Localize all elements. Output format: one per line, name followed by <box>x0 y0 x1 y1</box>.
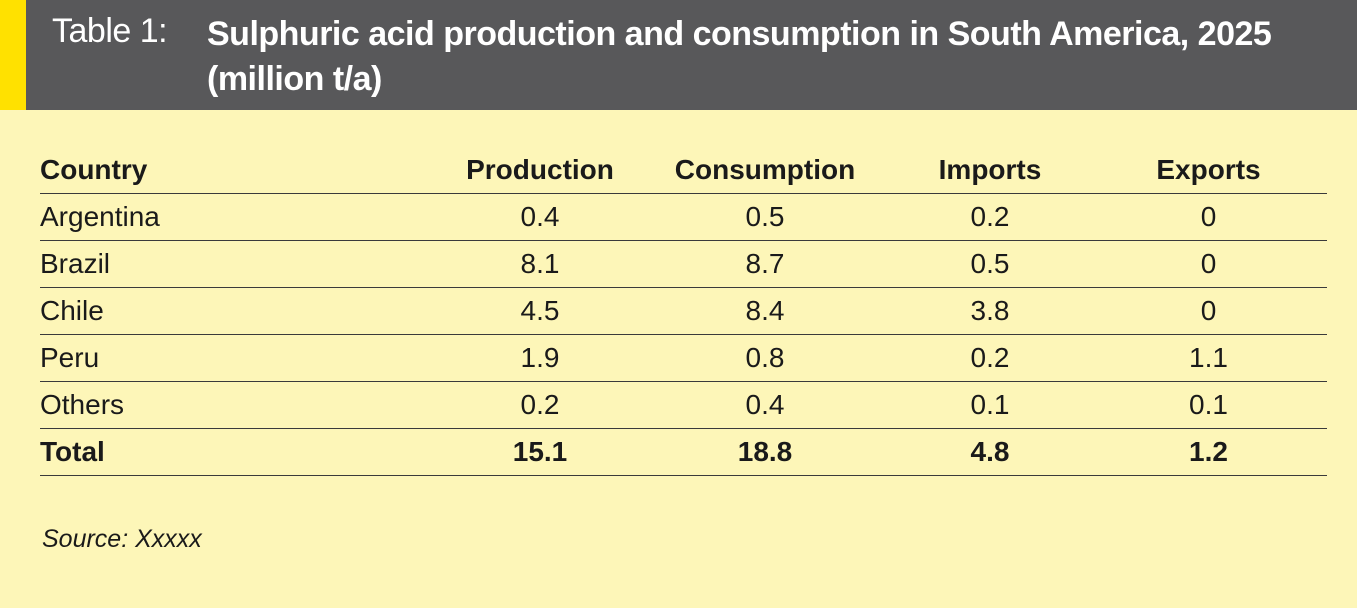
total-consumption: 18.8 <box>640 428 890 476</box>
cell-country: Others <box>40 381 440 429</box>
column-header-imports: Imports <box>890 147 1090 194</box>
cell-production: 4.5 <box>440 287 640 335</box>
cell-imports: 0.2 <box>890 334 1090 382</box>
total-exports: 1.2 <box>1090 428 1327 476</box>
cell-exports: 0 <box>1090 240 1327 288</box>
cell-imports: 3.8 <box>890 287 1090 335</box>
column-header-exports: Exports <box>1090 147 1327 194</box>
cell-consumption: 8.4 <box>640 287 890 335</box>
table-row: Argentina 0.4 0.5 0.2 0 <box>40 193 1327 241</box>
total-production: 15.1 <box>440 428 640 476</box>
cell-production: 1.9 <box>440 334 640 382</box>
cell-exports: 0 <box>1090 193 1327 241</box>
cell-country: Argentina <box>40 193 440 241</box>
column-header-production: Production <box>440 147 640 194</box>
cell-country: Brazil <box>40 240 440 288</box>
header-row: Country Production Consumption Imports E… <box>40 147 1327 194</box>
cell-imports: 0.2 <box>890 193 1090 241</box>
column-header-country: Country <box>40 147 440 194</box>
table-row: Peru 1.9 0.8 0.2 1.1 <box>40 334 1327 382</box>
source-note: Source: Xxxxx <box>42 525 202 553</box>
cell-country: Chile <box>40 287 440 335</box>
cell-consumption: 0.5 <box>640 193 890 241</box>
cell-consumption: 0.8 <box>640 334 890 382</box>
total-imports: 4.8 <box>890 428 1090 476</box>
data-table: Country Production Consumption Imports E… <box>40 147 1327 476</box>
cell-consumption: 8.7 <box>640 240 890 288</box>
table-row: Chile 4.5 8.4 3.8 0 <box>40 287 1327 335</box>
cell-production: 0.2 <box>440 381 640 429</box>
cell-exports: 0.1 <box>1090 381 1327 429</box>
table-row: Brazil 8.1 8.7 0.5 0 <box>40 240 1327 288</box>
cell-production: 0.4 <box>440 193 640 241</box>
cell-consumption: 0.4 <box>640 381 890 429</box>
cell-production: 8.1 <box>440 240 640 288</box>
cell-exports: 1.1 <box>1090 334 1327 382</box>
table-header: Table 1: Sulphuric acid production and c… <box>0 0 1357 110</box>
cell-imports: 0.1 <box>890 381 1090 429</box>
total-row: Total 15.1 18.8 4.8 1.2 <box>40 428 1327 476</box>
cell-imports: 0.5 <box>890 240 1090 288</box>
cell-country: Peru <box>40 334 440 382</box>
column-header-consumption: Consumption <box>640 147 890 194</box>
table-row: Others 0.2 0.4 0.1 0.1 <box>40 381 1327 429</box>
accent-bar <box>0 0 26 110</box>
table-number-label: Table 1: <box>52 12 168 50</box>
cell-exports: 0 <box>1090 287 1327 335</box>
table-title: Sulphuric acid production and consumptio… <box>207 15 1272 98</box>
total-label: Total <box>40 428 440 476</box>
